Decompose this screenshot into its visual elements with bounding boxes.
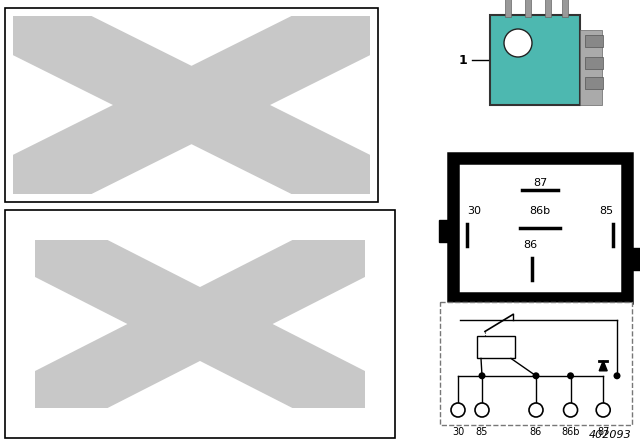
Circle shape [567, 372, 574, 379]
Bar [585, 35, 603, 47]
Text: 30: 30 [467, 206, 481, 216]
Polygon shape [13, 16, 370, 194]
Bar [5, 8, 378, 202]
Bar [545, 0, 551, 17]
Text: 30: 30 [452, 427, 464, 437]
Text: 87: 87 [533, 178, 547, 188]
Circle shape [529, 403, 543, 417]
Bar [505, 0, 511, 17]
Text: 85: 85 [476, 427, 488, 437]
Bar [562, 0, 568, 17]
Polygon shape [599, 361, 607, 371]
Bar [477, 336, 515, 358]
Bar [585, 57, 603, 69]
Polygon shape [35, 240, 365, 408]
Circle shape [596, 403, 610, 417]
Text: 85: 85 [599, 206, 613, 216]
Circle shape [451, 403, 465, 417]
Bar [585, 77, 603, 89]
Bar [525, 0, 531, 17]
Circle shape [479, 372, 486, 379]
Circle shape [614, 372, 621, 379]
Bar [439, 220, 453, 242]
Text: 86: 86 [523, 240, 537, 250]
Bar [627, 248, 640, 270]
Text: 86b: 86b [529, 206, 550, 216]
Circle shape [504, 29, 532, 57]
Polygon shape [35, 240, 365, 408]
Circle shape [532, 372, 540, 379]
Text: 87: 87 [597, 427, 609, 437]
Bar [440, 302, 632, 425]
Text: 1: 1 [458, 53, 467, 66]
Circle shape [564, 403, 577, 417]
Bar [5, 210, 395, 438]
Bar [453, 158, 627, 298]
Text: 86: 86 [530, 427, 542, 437]
Bar [490, 15, 580, 105]
Bar [580, 30, 602, 105]
Text: 86b: 86b [561, 427, 580, 437]
Text: 402093: 402093 [589, 430, 632, 440]
Circle shape [475, 403, 489, 417]
Polygon shape [13, 16, 370, 194]
